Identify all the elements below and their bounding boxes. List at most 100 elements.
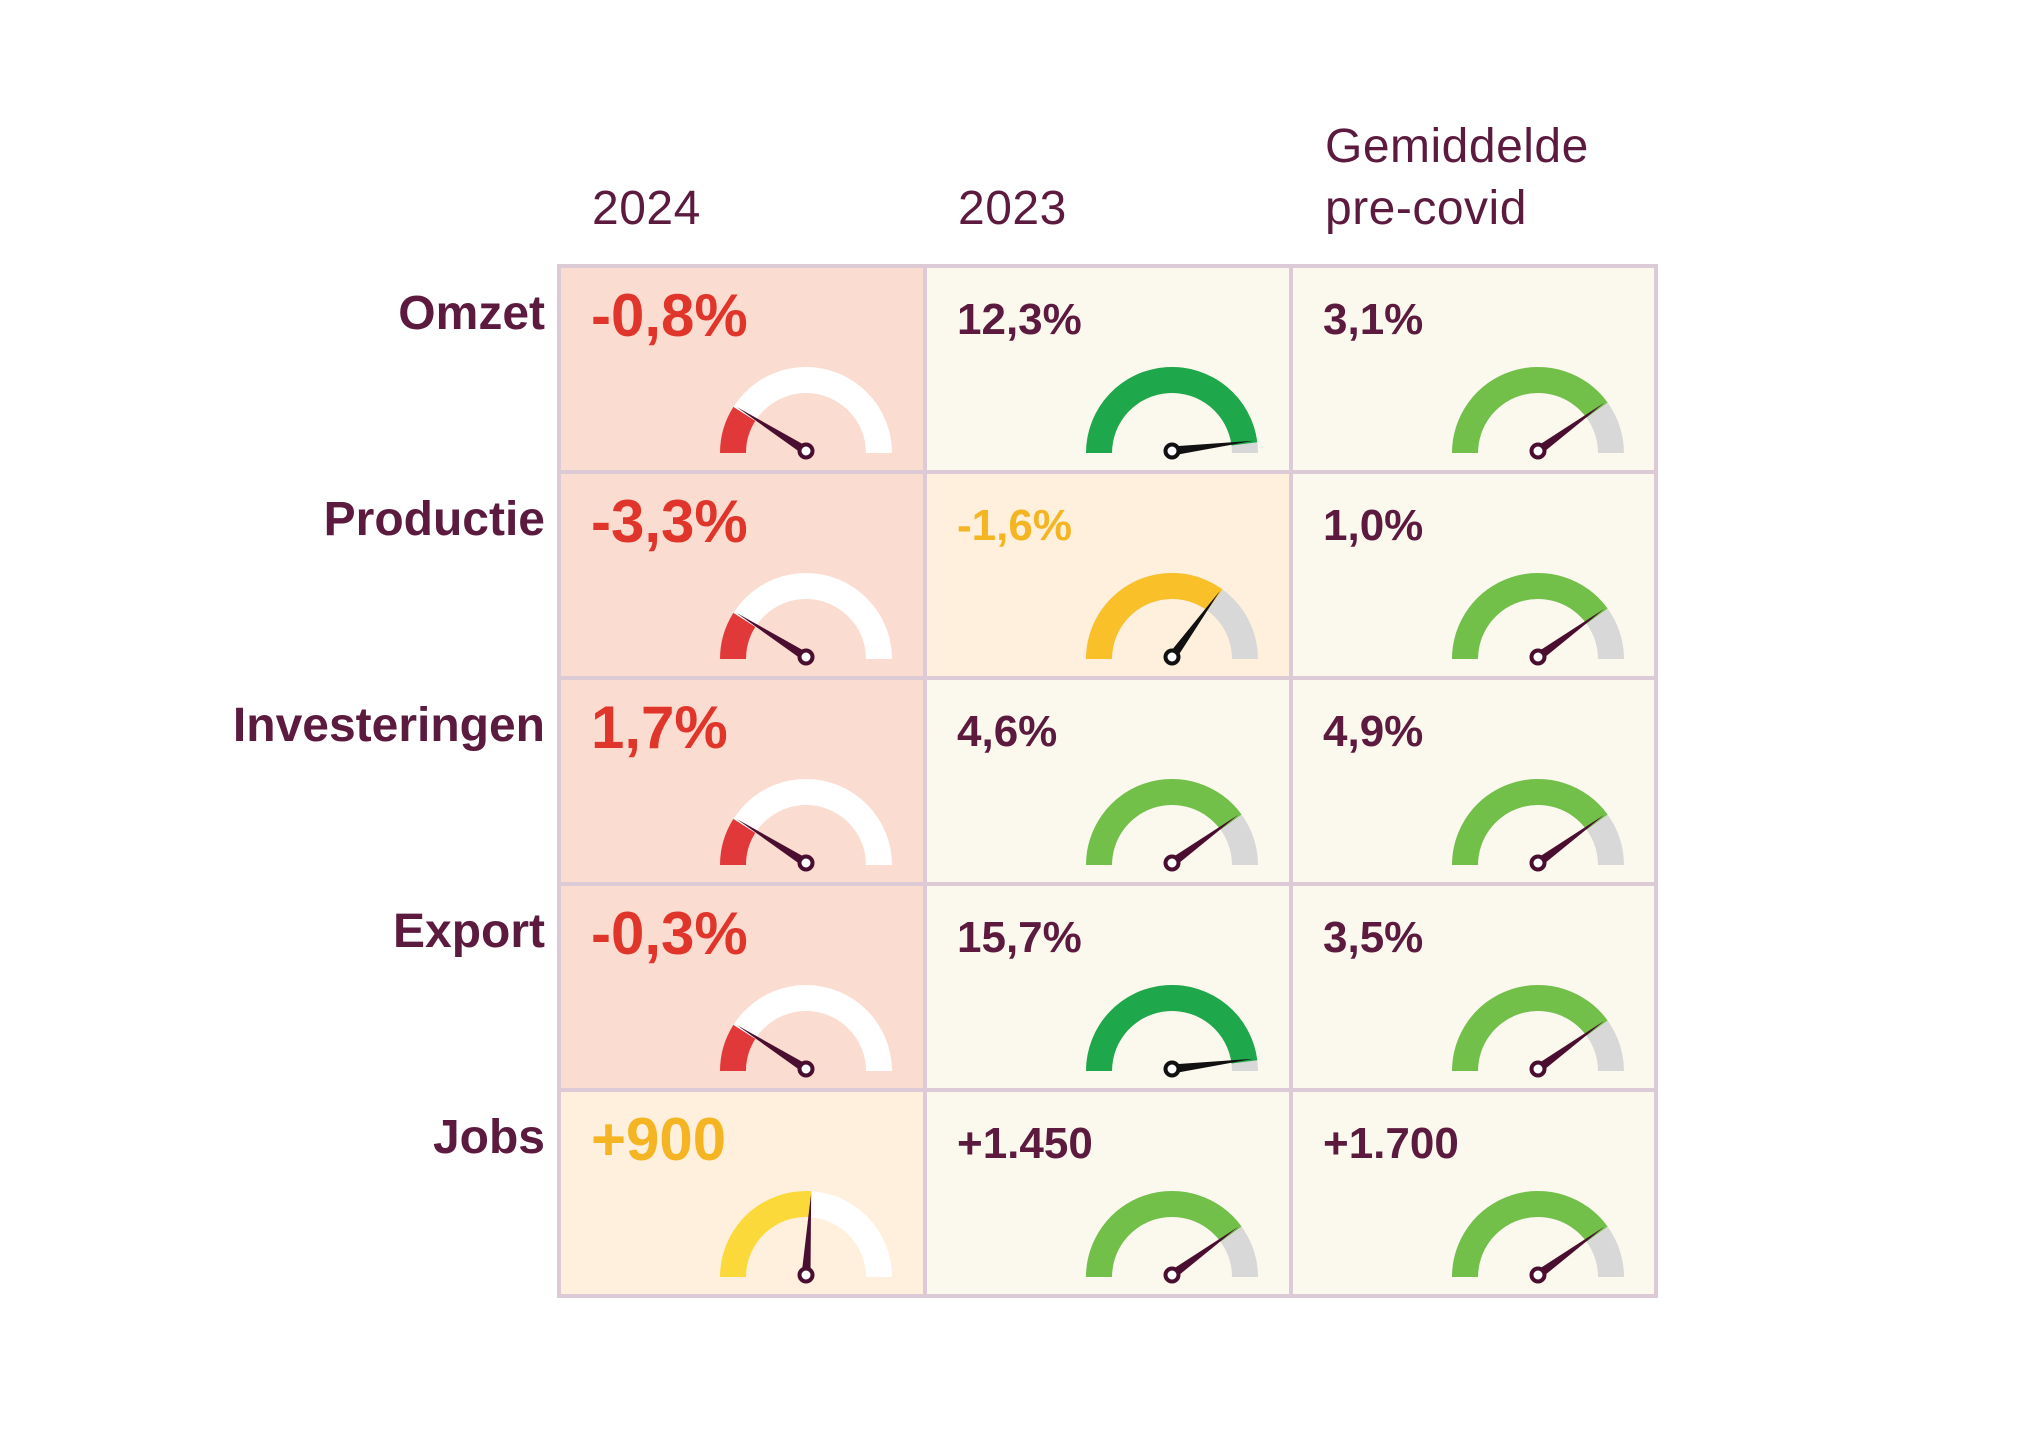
gauge-needle xyxy=(1171,1058,1254,1074)
gauge-fill xyxy=(1086,366,1258,453)
gauge-hub xyxy=(1529,1060,1547,1078)
cell-value: +1.450 xyxy=(957,1119,1093,1168)
gauge-icon xyxy=(1452,985,1624,1078)
gauge-needle xyxy=(1535,1020,1605,1073)
gauge-hub xyxy=(1163,854,1181,872)
row-label-omzet: Omzet xyxy=(398,287,545,340)
gauge-hub xyxy=(797,854,815,872)
gauge-fill xyxy=(720,818,756,865)
cell-productie-3: 1,0% xyxy=(1289,470,1658,680)
cell-value: 4,6% xyxy=(957,707,1058,756)
gauge-hub xyxy=(1163,442,1181,460)
gauge-track xyxy=(720,573,892,659)
cell-value: 4,9% xyxy=(1323,707,1424,756)
gauge-needle xyxy=(1169,814,1239,867)
gauge-icon xyxy=(1086,779,1258,872)
column-header-3: Gemiddelde pre-covid xyxy=(1325,116,1589,240)
gauge-hub xyxy=(797,442,815,460)
gauge-needle xyxy=(1535,402,1605,455)
gauge-hub xyxy=(1529,648,1547,666)
cell-omzet-1: -0,8% xyxy=(557,264,927,474)
gauge-icon xyxy=(720,985,892,1078)
gauge-needle xyxy=(736,1025,809,1073)
cell-value: -1,6% xyxy=(957,501,1072,550)
gauge-fill xyxy=(1452,1191,1608,1277)
gauge-track xyxy=(720,367,892,453)
gauge-icon xyxy=(1086,1191,1258,1284)
gauge-track xyxy=(720,985,892,1071)
gauge-fill xyxy=(1452,573,1608,659)
cell-jobs-3: +1.700 xyxy=(1289,1088,1658,1298)
gauge-needle xyxy=(801,1193,812,1276)
cell-value: 3,5% xyxy=(1323,913,1424,962)
cell-investeringen-3: 4,9% xyxy=(1289,676,1658,886)
gauge-needle xyxy=(1535,1226,1605,1279)
gauge-icon xyxy=(1086,366,1258,460)
cell-value: 1,7% xyxy=(591,694,728,761)
gauge-fill xyxy=(720,1024,756,1071)
cell-value: 12,3% xyxy=(957,295,1082,344)
cell-omzet-2: 12,3% xyxy=(923,264,1293,474)
cell-value: 1,0% xyxy=(1323,501,1424,550)
gauge-fill xyxy=(1452,779,1608,865)
gauge-needle xyxy=(736,819,809,867)
gauge-fill xyxy=(1086,573,1223,659)
row-label-export: Export xyxy=(392,905,545,958)
cell-investeringen-2: 4,6% xyxy=(923,676,1293,886)
column-header-line: 2024 xyxy=(592,182,701,235)
cell-value: -0,8% xyxy=(591,282,748,349)
gauge-hub xyxy=(1529,854,1547,872)
column-header-line: 2023 xyxy=(958,182,1067,235)
gauge-hub xyxy=(797,1266,815,1284)
gauge-needle xyxy=(1535,608,1605,661)
gauge-icon xyxy=(1452,1191,1624,1284)
gauge-needle xyxy=(1168,590,1221,660)
gauge-needle xyxy=(1169,1226,1239,1279)
gauge-needle xyxy=(736,613,809,661)
cell-export-1: -0,3% xyxy=(557,882,927,1092)
gauge-needle xyxy=(1535,814,1605,867)
cell-value: +900 xyxy=(591,1106,727,1173)
gauge-fill xyxy=(1452,985,1608,1071)
gauge-icon xyxy=(720,573,892,666)
gauge-fill xyxy=(1086,779,1242,865)
gauge-icon xyxy=(1452,779,1624,872)
row-label-investeringen: Investeringen xyxy=(232,699,545,752)
gauge-fill xyxy=(720,612,756,659)
cell-investeringen-1: 1,7% xyxy=(557,676,927,886)
gauge-hub xyxy=(1529,442,1547,460)
gauge-hub xyxy=(1529,1266,1547,1284)
gauge-icon xyxy=(720,1191,892,1284)
gauge-fill xyxy=(720,406,756,453)
cell-value: -0,3% xyxy=(591,900,748,967)
gauge-hub xyxy=(1163,648,1181,666)
gauge-hub xyxy=(797,1060,815,1078)
gauge-hub xyxy=(1163,1060,1181,1078)
cell-value: +1.700 xyxy=(1323,1119,1459,1168)
cell-value: 15,7% xyxy=(957,913,1082,962)
row-label-productie: Productie xyxy=(323,493,545,546)
gauge-fill xyxy=(1086,984,1258,1071)
gauge-needle xyxy=(1171,440,1254,456)
column-header-1: 2024 xyxy=(592,178,701,240)
cell-productie-2: -1,6% xyxy=(923,470,1293,680)
gauge-icon xyxy=(1086,573,1258,666)
cell-jobs-2: +1.450 xyxy=(923,1088,1293,1298)
gauge-icon xyxy=(1086,984,1258,1078)
gauge-hub xyxy=(1163,1266,1181,1284)
cell-value: -3,3% xyxy=(591,488,748,555)
column-header-2: 2023 xyxy=(958,178,1067,240)
column-header-line: Gemiddelde xyxy=(1325,120,1589,173)
gauge-needle xyxy=(736,407,809,455)
cell-export-2: 15,7% xyxy=(923,882,1293,1092)
gauge-fill xyxy=(1086,1191,1242,1277)
cell-productie-1: -3,3% xyxy=(557,470,927,680)
gauge-fill xyxy=(1452,367,1608,453)
column-header-line: pre-covid xyxy=(1325,182,1527,235)
gauge-icon xyxy=(720,779,892,872)
gauge-hub xyxy=(797,648,815,666)
cell-value: 3,1% xyxy=(1323,295,1424,344)
cell-omzet-3: 3,1% xyxy=(1289,264,1658,474)
gauge-icon xyxy=(720,367,892,460)
